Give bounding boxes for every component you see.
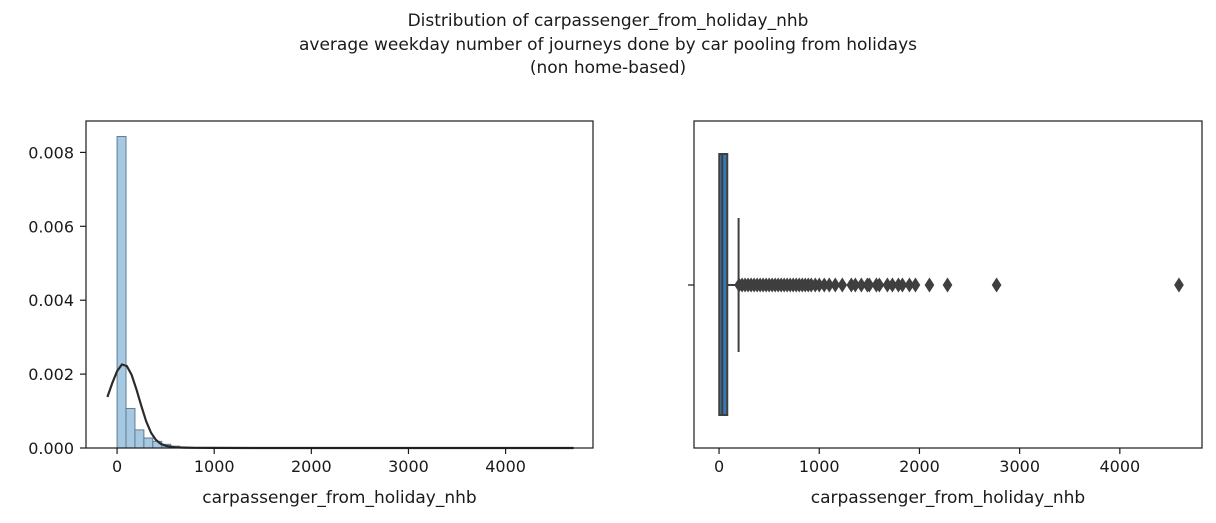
x-tick-label: 0 (112, 457, 122, 476)
y-tick-label: 0.008 (28, 143, 74, 162)
histogram-panel: 0 1000 2000 3000 4000 0.0000.0020.0040.0060.… (28, 120, 594, 508)
boxplot-outliers (734, 277, 1184, 293)
outlier-point (991, 277, 1002, 293)
outlier-point (942, 277, 953, 293)
boxplot-panel: 0 1000 2000 3000 4000 carpassenger_from_holi… (688, 120, 1203, 508)
outlier-point (830, 277, 841, 293)
histogram-bar (116, 136, 127, 449)
boxplot-axes-frame (693, 120, 1203, 449)
x-tick-label: 0 (714, 457, 724, 476)
outlier-point (910, 277, 921, 293)
x-tick-label: 3000 (999, 457, 1040, 476)
x-tick-label: 2000 (899, 457, 940, 476)
figure-title-line-2: average weekday number of journeys done … (299, 34, 917, 55)
histogram-axes-frame (85, 120, 594, 449)
histogram-x-ticks: 0 1000 2000 3000 4000 (112, 448, 526, 476)
histogram-bars (116, 136, 199, 449)
x-tick-label: 4000 (1099, 457, 1140, 476)
figure-title-line-1: Distribution of carpassenger_from_holida… (407, 11, 809, 31)
x-tick-label: 3000 (388, 457, 429, 476)
y-tick-label: 0.004 (28, 291, 74, 310)
histogram-bar (134, 429, 145, 449)
histogram-bar (125, 407, 136, 449)
boxplot-x-ticks: 0 1000 2000 3000 4000 (714, 448, 1140, 476)
figure-title: Distribution of carpassenger_from_holida… (0, 10, 1216, 81)
x-tick-label: 2000 (291, 457, 332, 476)
y-tick-label: 0.006 (28, 217, 74, 236)
y-tick-label: 0.002 (28, 365, 74, 384)
x-tick-label: 4000 (485, 457, 526, 476)
kde-layer (106, 363, 574, 450)
kde-curve (106, 363, 574, 450)
y-tick-label: 0.000 (28, 439, 74, 458)
box-iqr (718, 153, 729, 416)
outlier-point (874, 277, 885, 293)
figure-title-line-3: (non home-based) (529, 58, 687, 78)
histogram-y-ticks: 0.000 0.002 0.004 0.006 0.008 (28, 143, 86, 458)
histogram-x-axis-label: carpassenger_from_holiday_nhb (202, 488, 476, 508)
x-tick-label: 1000 (194, 457, 235, 476)
boxplot-x-axis-label: carpassenger_from_holiday_nhb (811, 488, 1085, 508)
outlier-point (864, 277, 875, 293)
outlier-point (1174, 277, 1184, 293)
histogram-bar (143, 437, 154, 449)
x-tick-label: 1000 (799, 457, 840, 476)
outlier-point (837, 277, 848, 293)
outlier-point (924, 277, 935, 293)
outlier-point (897, 277, 908, 293)
